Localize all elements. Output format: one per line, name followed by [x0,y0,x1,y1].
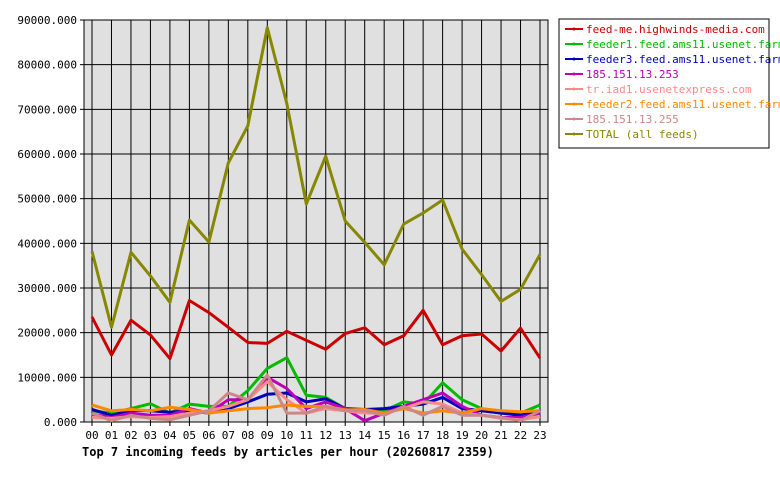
x-tick-label: 13 [339,429,352,442]
legend: feed-me.highwinds-media.com feeder1.feed.… [558,18,780,149]
legend-marker [572,117,576,121]
legend-marker [572,57,576,61]
series-line-7 [90,26,542,329]
y-tick-label: 30000.000 [17,282,77,295]
x-tick-label: 08 [241,429,254,442]
x-tick-label: 10 [280,429,293,442]
x-tick-label: 00 [85,429,98,442]
series-lines [90,26,542,423]
legend-label: 185.151.13.255 [586,113,679,126]
x-tick-label: 16 [397,429,410,442]
x-tick-label: 18 [436,429,449,442]
x-tick-label: 07 [222,429,235,442]
y-tick-label: 90000.000 [17,14,77,27]
legend-marker [572,87,576,91]
x-tick-label: 05 [183,429,196,442]
legend-marker [572,42,576,46]
x-tick-label: 17 [417,429,430,442]
legend-marker [572,72,576,76]
x-tick-label: 09 [261,429,274,442]
series-line-6 [91,373,541,423]
legend-label: feeder3.feed.ams11.usenet.farm [586,53,780,66]
chart-title: Top 7 incoming feeds by articles per hou… [82,445,494,459]
y-tick-label: 60000.000 [17,148,77,161]
legend-marker [572,102,576,106]
y-tick-label: 70000.000 [17,103,77,116]
x-tick-label: 11 [300,429,313,442]
x-tick-label: 04 [163,429,177,442]
legend-box [558,18,770,149]
x-tick-label: 06 [202,429,215,442]
legend-label: feeder2.feed.ams11.usenet.farm [586,98,780,111]
x-tick-label: 22 [514,429,527,442]
x-tick-label: 15 [378,429,391,442]
x-tick-label: 03 [144,429,157,442]
x-tick-label: 23 [533,429,546,442]
x-axis-ticks: 00 01 02 03 04 05 06 07 08 09 10 11 12 13 14 15 16 17 18 19… [85,422,547,442]
series-line-0 [90,299,542,361]
y-tick-label: 10000.000 [17,371,77,384]
x-tick-label: 12 [319,429,332,442]
plot-area [83,19,549,423]
y-tick-label: 40000.000 [17,237,77,250]
x-tick-label: 02 [124,429,137,442]
y-tick-label: 0.000 [44,416,77,429]
y-tick-label: 50000.000 [17,193,77,206]
legend-marker [572,132,576,136]
x-tick-label: 14 [358,429,372,442]
legend-label: tr.iad1.usenetexpress.com [586,83,752,96]
y-tick-label: 20000.000 [17,327,77,340]
series-line-5 [91,403,541,415]
x-tick-label: 01 [105,429,118,442]
legend-label: TOTAL (all feeds) [586,128,699,141]
legend-label: 185.151.13.253 [586,68,679,81]
x-tick-label: 19 [455,429,468,442]
legend-marker [572,27,576,31]
x-tick-label: 20 [475,429,488,442]
y-tick-label: 80000.000 [17,59,77,72]
legend-label: feed-me.highwinds-media.com [586,23,765,36]
legend-label: feeder1.feed.ams11.usenet.farm [586,38,780,51]
x-tick-label: 21 [494,429,507,442]
y-axis-ticks: 0.000 10000.000 20000.000 30000.000 40000.00… [17,14,84,429]
